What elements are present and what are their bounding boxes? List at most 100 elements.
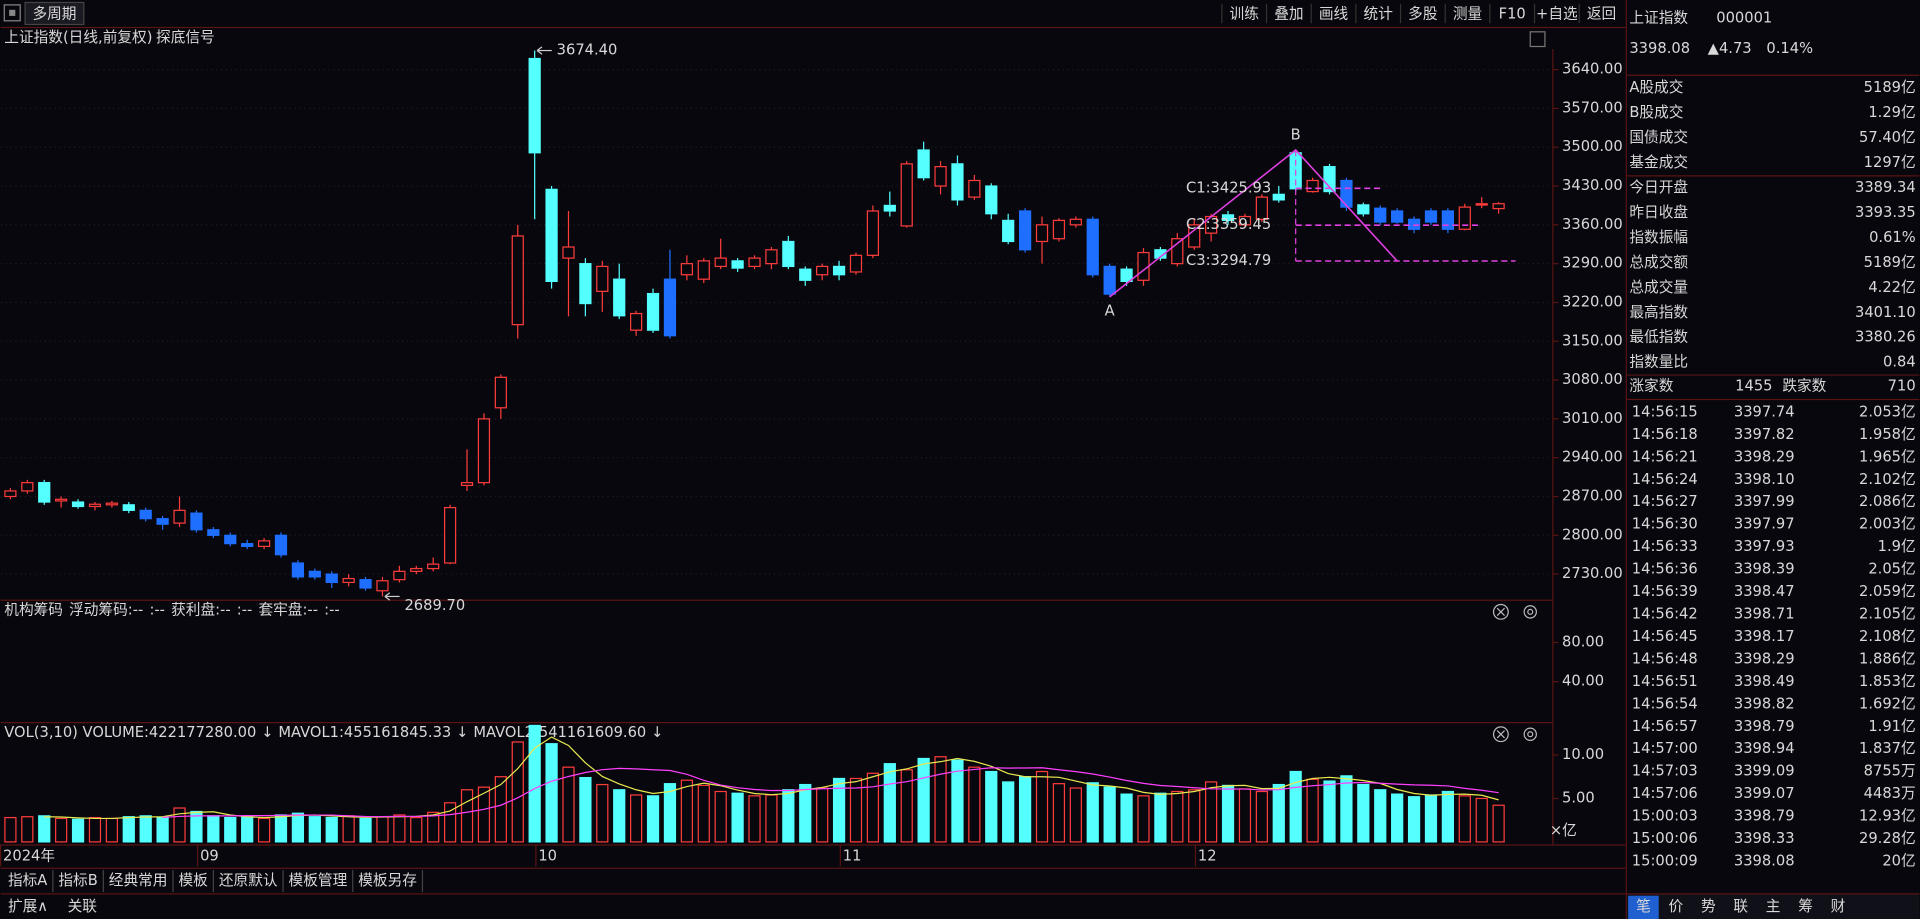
status-item[interactable]: 扩展∧ [8, 898, 48, 915]
volume-bar [1255, 790, 1268, 843]
candle-body [21, 482, 34, 492]
toolbar-button[interactable]: 统计 [1364, 6, 1394, 23]
bottom-tab[interactable]: 指标B [58, 872, 97, 889]
volume-bar [1289, 770, 1302, 843]
tick-time: 14:56:57 [1632, 718, 1698, 735]
breadth-label: 跌家数 [1782, 378, 1826, 395]
toolbar-button[interactable]: 测量 [1453, 6, 1483, 23]
candle-body [1188, 224, 1201, 248]
volume-bar [613, 789, 626, 843]
panel-icon[interactable] [1529, 31, 1546, 48]
volume-bar [1407, 796, 1421, 843]
bottom-tab[interactable]: 经典常用 [109, 872, 168, 889]
volume-bar [663, 783, 677, 843]
toolbar-button[interactable]: 返回 [1587, 6, 1616, 23]
candle-body [1018, 210, 1032, 251]
volume-bar [951, 759, 964, 843]
status-item[interactable]: 关联 [68, 898, 98, 915]
tick-price: 3399.07 [1734, 785, 1795, 802]
volume-bar [1357, 783, 1370, 843]
toolbar-button[interactable]: 多股 [1408, 6, 1438, 23]
candle-body [308, 570, 321, 578]
stat-value: 0.84 [1883, 354, 1916, 371]
breadth-down: 710 [1888, 378, 1916, 395]
chart-subtitle: 探底信号 [156, 29, 215, 46]
period-button-bg[interactable] [24, 1, 85, 26]
volume-bar [173, 807, 186, 843]
candle-body [477, 418, 491, 484]
stat-label: 指数振幅 [1629, 229, 1688, 246]
bottom-tab[interactable]: 模板另存 [358, 871, 417, 889]
volume-bar [782, 789, 795, 843]
quote-tab[interactable]: 笔 [1636, 898, 1651, 915]
toolbar-button[interactable]: 训练 [1230, 6, 1260, 23]
toolbar-button[interactable]: 叠加 [1274, 6, 1303, 23]
menu-icon[interactable] [3, 4, 21, 22]
quote-pct: 0.14% [1766, 40, 1813, 57]
candle-body [55, 498, 68, 502]
volume-bar [1374, 789, 1387, 843]
tick-time: 14:57:00 [1632, 740, 1698, 757]
candle-body [443, 506, 457, 564]
bottom-tab[interactable]: 模板 [179, 871, 209, 889]
candle-body [1238, 215, 1252, 226]
bottom-tab[interactable]: 模板管理 [289, 871, 348, 889]
candle-body [173, 509, 186, 524]
stat-label: 最低指数 [1629, 329, 1688, 346]
period-button[interactable]: 多周期 [32, 6, 76, 23]
tick-time: 14:56:30 [1632, 516, 1698, 533]
tick-volume: 29.28亿 [1859, 830, 1916, 847]
volume-bar [883, 763, 896, 843]
chip-header: :-- [237, 602, 253, 619]
candle-body [122, 504, 135, 511]
y-tick-label: 3150.00 [1562, 332, 1623, 349]
volume-bar [917, 757, 930, 843]
quote-tab[interactable]: 筹 [1798, 898, 1813, 915]
candle-body [511, 235, 524, 326]
volume-bar [968, 766, 981, 843]
toolbar-button[interactable]: 画线 [1319, 6, 1349, 23]
candle-body [866, 210, 880, 256]
volume-bar [460, 789, 474, 843]
volume-bar [443, 802, 457, 843]
candle-body [71, 501, 85, 508]
candle-body [1391, 210, 1404, 223]
candle-body [1424, 210, 1438, 223]
y-tick-label: 3360.00 [1562, 216, 1623, 233]
volume-bar [849, 777, 863, 843]
quote-tab[interactable]: 联 [1733, 898, 1748, 915]
candle-body [410, 567, 423, 572]
volume-bar [207, 815, 220, 843]
tick-volume: 8755万 [1864, 763, 1916, 780]
chip-header: 获利盘:-- [171, 601, 231, 619]
tab-active-bg [1628, 895, 1659, 919]
chart-title: 上证指数(日线,前复权) [4, 28, 152, 46]
toolbar-button[interactable]: +自选 [1536, 6, 1578, 23]
pattern-level-label: C3:3294.79 [1186, 252, 1271, 269]
volume-bar [1238, 788, 1252, 843]
tick-time: 14:56:51 [1632, 673, 1698, 690]
bottom-tab[interactable]: 指标A [8, 872, 47, 889]
tick-price: 3397.82 [1734, 426, 1795, 443]
quote-tab[interactable]: 财 [1831, 898, 1846, 915]
volume-bar [274, 814, 288, 843]
candle-body [917, 149, 930, 179]
bottom-tab[interactable]: 还原默认 [219, 872, 278, 889]
tick-volume: 1.886亿 [1859, 650, 1916, 667]
tick-price: 3398.29 [1734, 448, 1795, 465]
candle-body [765, 249, 778, 265]
quote-change: ▲4.73 [1708, 40, 1752, 57]
candle-body [1441, 210, 1455, 230]
candle-body [1306, 179, 1319, 193]
candle-body [1069, 218, 1082, 226]
tick-price: 3398.10 [1734, 471, 1795, 488]
candle-body [1221, 214, 1235, 222]
candle-body [325, 573, 338, 584]
tick-time: 14:56:21 [1632, 448, 1698, 465]
toolbar-button[interactable]: F10 [1499, 6, 1526, 23]
quote-tab[interactable]: 势 [1701, 898, 1716, 915]
tick-volume: 1.9亿 [1878, 538, 1916, 555]
quote-tab[interactable]: 主 [1766, 898, 1781, 915]
quote-tab[interactable]: 价 [1669, 898, 1684, 915]
y-tick-label: 3430.00 [1562, 177, 1623, 194]
